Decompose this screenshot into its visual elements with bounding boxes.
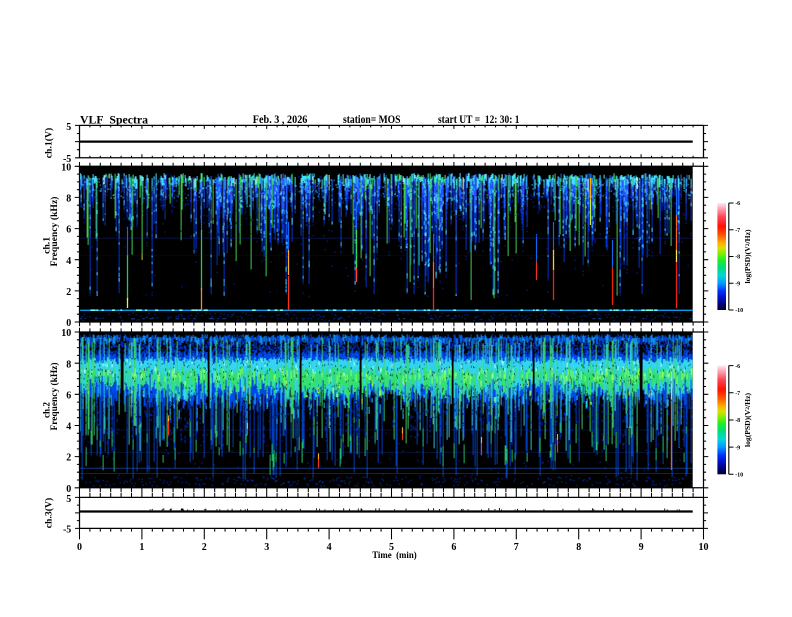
svg-text:2: 2 xyxy=(202,542,207,553)
svg-text:-5: -5 xyxy=(63,525,71,536)
svg-text:-10: -10 xyxy=(735,473,743,479)
svg-text:-6: -6 xyxy=(735,364,740,370)
svg-text:-10: -10 xyxy=(735,308,743,314)
svg-text:0: 0 xyxy=(66,318,71,329)
svg-text:-8: -8 xyxy=(735,418,740,424)
svg-text:-7: -7 xyxy=(735,228,740,234)
svg-text:-9: -9 xyxy=(735,281,740,287)
svg-text:2: 2 xyxy=(66,287,71,298)
svg-text:Frequency (kHz): Frequency (kHz) xyxy=(49,363,60,431)
svg-text:station= MOS: station= MOS xyxy=(343,113,401,126)
svg-text:VLF Spectra: VLF Spectra xyxy=(80,112,148,126)
svg-text:-7: -7 xyxy=(735,391,740,397)
svg-text:ch.2: ch.2 xyxy=(41,402,51,418)
svg-text:Time (min): Time (min) xyxy=(372,550,417,561)
svg-text:7: 7 xyxy=(514,542,519,553)
svg-text:-5: -5 xyxy=(63,154,71,165)
svg-text:ch.1: ch.1 xyxy=(41,236,51,253)
svg-text:-6: -6 xyxy=(735,201,740,207)
svg-text:5: 5 xyxy=(389,542,394,553)
svg-text:Feb. 3 , 2026: Feb. 3 , 2026 xyxy=(253,113,308,126)
svg-text:ch.1(V): ch.1(V) xyxy=(44,128,55,159)
svg-text:6: 6 xyxy=(66,225,71,236)
svg-text:4: 4 xyxy=(66,422,71,433)
svg-text:3: 3 xyxy=(264,542,269,553)
svg-text:9: 9 xyxy=(639,542,644,553)
svg-text:log(PSD)(V2/Hz): log(PSD)(V2/Hz) xyxy=(744,392,752,447)
svg-text:10: 10 xyxy=(61,328,71,339)
svg-text:start UT = 12: 30: 1: start UT = 12: 30: 1 xyxy=(438,113,520,126)
svg-text:-9: -9 xyxy=(735,445,740,451)
svg-text:5: 5 xyxy=(66,494,71,505)
svg-text:log(PSD)(V2/Hz): log(PSD)(V2/Hz) xyxy=(744,229,752,284)
svg-text:-8: -8 xyxy=(735,255,740,261)
svg-text:5: 5 xyxy=(66,122,71,133)
svg-text:8: 8 xyxy=(66,194,71,205)
svg-text:1: 1 xyxy=(139,542,144,553)
svg-text:8: 8 xyxy=(576,542,581,553)
svg-text:4: 4 xyxy=(327,542,332,553)
svg-text:6: 6 xyxy=(451,542,456,553)
svg-text:10: 10 xyxy=(61,162,71,173)
svg-text:6: 6 xyxy=(66,390,71,401)
svg-text:4: 4 xyxy=(66,256,71,267)
svg-text:8: 8 xyxy=(66,359,71,370)
svg-text:0: 0 xyxy=(66,484,71,495)
svg-text:ch.3(V): ch.3(V) xyxy=(44,498,55,529)
svg-text:0: 0 xyxy=(77,542,82,553)
svg-text:2: 2 xyxy=(66,453,71,464)
svg-text:10: 10 xyxy=(699,542,709,553)
svg-text:Frequency (kHz): Frequency (kHz) xyxy=(49,197,60,267)
